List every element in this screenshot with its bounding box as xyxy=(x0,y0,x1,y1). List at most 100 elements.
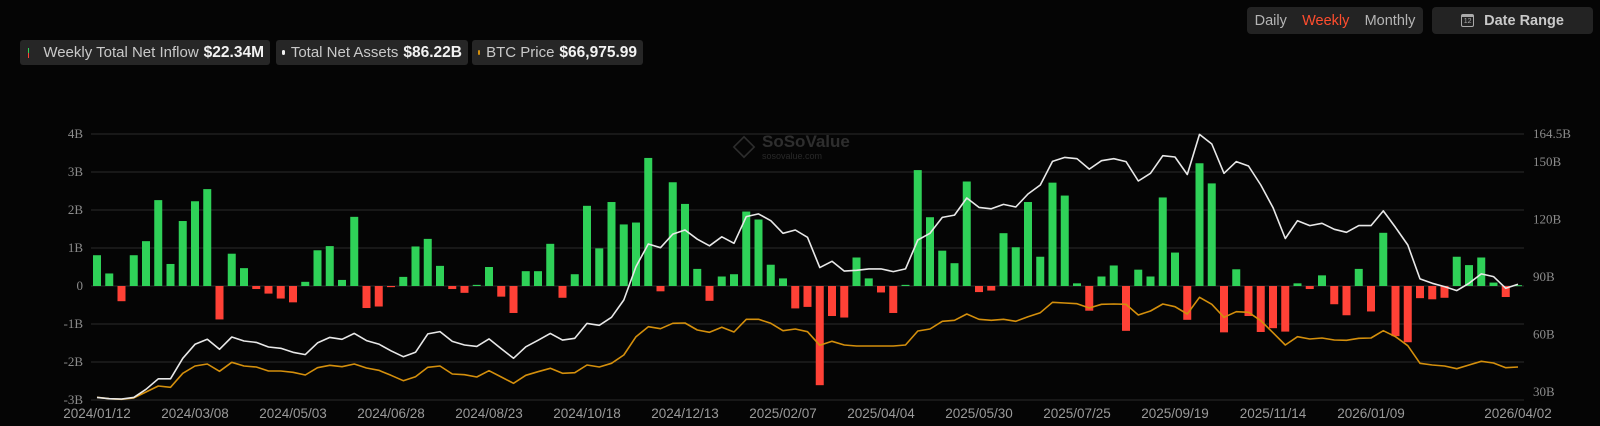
inflow-bar xyxy=(889,286,898,313)
date-range-button[interactable]: 12 Date Range xyxy=(1432,7,1593,34)
inflow-bar xyxy=(815,286,824,386)
left-tick-label: 3B xyxy=(68,164,84,179)
inflow-bar xyxy=(1367,286,1375,312)
x-tick-label: 2025/02/07 xyxy=(749,406,817,421)
tab-monthly[interactable]: Monthly xyxy=(1364,12,1416,29)
inflow-bar xyxy=(1428,286,1437,300)
inflow-bar xyxy=(191,201,199,286)
lines xyxy=(96,133,1519,401)
inflow-bar xyxy=(803,286,812,307)
inflow-bar xyxy=(1403,286,1412,343)
btc-price-line xyxy=(96,296,1519,401)
inflow-bar xyxy=(1330,286,1339,305)
inflow-bar xyxy=(227,253,236,286)
right-tick-label: 120B xyxy=(1533,212,1562,227)
legend-btc-label: BTC Price xyxy=(486,44,555,61)
tab-daily[interactable]: Daily xyxy=(1254,12,1287,29)
x-tick-label: 2025/09/19 xyxy=(1141,406,1209,421)
right-tick-label: 150B xyxy=(1533,154,1562,169)
inflow-bar xyxy=(436,265,444,286)
inflow-bar xyxy=(1048,182,1057,286)
total-net-assets-line xyxy=(96,133,1519,400)
inflow-bar xyxy=(129,255,138,286)
inflow-bar xyxy=(570,274,579,286)
x-tick-label: 2024/01/12 xyxy=(63,406,131,421)
watermark: SoSoValue sosovalue.com xyxy=(732,132,850,162)
x-tick-label: 2024/10/18 xyxy=(553,406,621,421)
inflow-bar xyxy=(1281,286,1290,332)
inflow-bar xyxy=(105,273,114,286)
date-range-label: Date Range xyxy=(1484,12,1564,29)
inflow-bar xyxy=(1477,257,1486,286)
inflow-bar xyxy=(619,224,628,286)
period-toggle: Daily Weekly Monthly xyxy=(1247,7,1423,34)
right-tick-label: 90B xyxy=(1533,269,1555,284)
x-axis: 2024/01/12 2024/03/08 2024/05/03 2024/06/28… xyxy=(63,406,1552,421)
inflow-bar xyxy=(485,267,493,286)
legend-btc-price[interactable]: BTC Price $66,975.99 xyxy=(472,40,643,65)
inflow-bar xyxy=(1060,195,1069,286)
legend-btc-value: $66,975.99 xyxy=(559,43,637,61)
left-tick-label: 2B xyxy=(68,202,84,217)
inflow-bar xyxy=(1146,276,1155,286)
inflow-bar xyxy=(154,200,163,286)
inflow-bar xyxy=(987,286,996,291)
inflow-bar xyxy=(240,268,248,286)
inflow-bar xyxy=(742,211,751,286)
inflow-bar xyxy=(178,221,187,286)
inflow-bar xyxy=(766,264,775,286)
inflow-bar xyxy=(338,279,346,286)
inflow-bar xyxy=(448,286,457,290)
inflow-bar xyxy=(1293,283,1302,286)
inflow-bar xyxy=(754,219,763,286)
inflow-bar xyxy=(1379,232,1388,286)
inflow-bar xyxy=(583,205,591,286)
x-tick-label: 2024/06/28 xyxy=(357,406,425,421)
inflow-bar xyxy=(1452,256,1461,286)
tab-weekly[interactable]: Weekly xyxy=(1302,12,1350,29)
inflow-bar xyxy=(1036,256,1045,286)
inflow-bar xyxy=(1109,265,1118,286)
inflow-bar xyxy=(1354,268,1363,286)
inflow-bar xyxy=(521,271,530,286)
inflow-bar xyxy=(142,241,150,286)
x-tick-label: 2026/01/09 xyxy=(1337,406,1405,421)
inflow-bar xyxy=(1011,247,1020,286)
inflow-bar xyxy=(1416,286,1424,299)
inflow-bar xyxy=(656,286,665,292)
inflow-swatch-icon xyxy=(28,47,30,58)
legend-total-net-assets[interactable]: Total Net Assets $86.22B xyxy=(276,40,468,65)
inflow-bar xyxy=(901,284,910,286)
x-tick-label: 2025/05/30 xyxy=(945,406,1013,421)
inflow-bar xyxy=(399,276,408,286)
x-tick-label: 2025/11/14 xyxy=(1240,406,1307,421)
right-tick-label: 164.5B xyxy=(1533,126,1571,141)
assets-swatch-icon xyxy=(282,50,285,55)
inflow-bar xyxy=(938,250,947,286)
left-tick-label: -2B xyxy=(64,354,84,369)
inflow-bar xyxy=(387,286,395,288)
legend-assets-value: $86.22B xyxy=(403,43,462,61)
inflow-bar xyxy=(607,202,616,286)
inflow-bar xyxy=(362,286,371,309)
left-tick-label: -1B xyxy=(64,316,84,331)
inflow-bar xyxy=(1305,286,1314,290)
inflow-bar xyxy=(411,246,420,286)
x-tick-label: 2024/05/03 xyxy=(259,406,327,421)
x-tick-label: 2026/04/02 xyxy=(1484,406,1552,421)
inflow-bar xyxy=(1097,276,1106,286)
inflow-bar xyxy=(1220,286,1228,333)
inflow-bar xyxy=(926,217,934,286)
inflow-bar xyxy=(350,216,359,286)
inflow-bar xyxy=(1073,283,1081,286)
legend-weekly-net-inflow[interactable]: Weekly Total Net Inflow $22.34M xyxy=(20,40,270,65)
inflow-bar xyxy=(1195,163,1204,286)
inflow-bar xyxy=(962,181,971,286)
inflow-bar xyxy=(877,286,885,293)
inflow-bar xyxy=(546,243,555,286)
right-tick-label: 30B xyxy=(1533,384,1555,399)
gridlines xyxy=(91,133,1524,401)
inflow-bar xyxy=(1256,286,1265,332)
inflow-bar xyxy=(1232,269,1241,286)
